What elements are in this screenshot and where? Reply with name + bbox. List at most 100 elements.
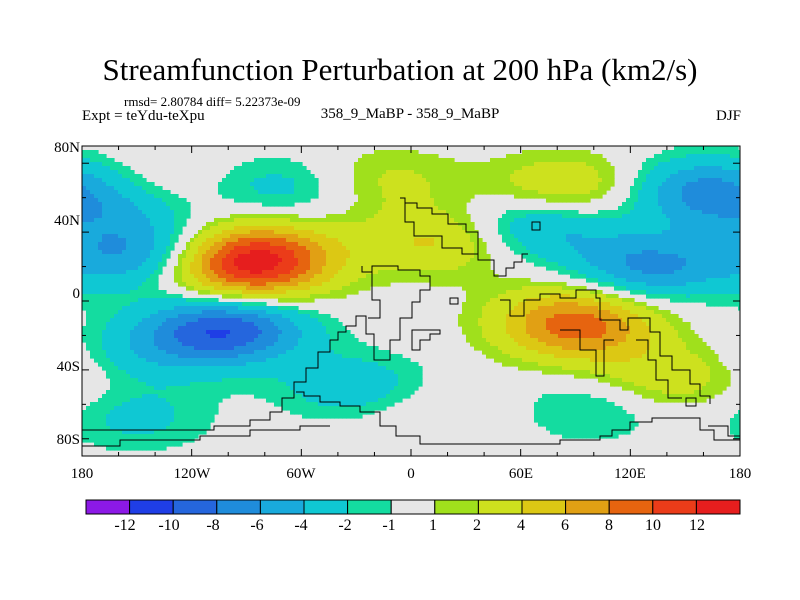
field-cell	[130, 346, 135, 351]
field-cell	[382, 246, 387, 251]
field-cell	[214, 290, 219, 295]
field-cell	[446, 258, 451, 263]
field-cell	[254, 234, 259, 239]
field-cell	[294, 198, 299, 203]
field-cell	[98, 434, 103, 439]
field-cell	[146, 338, 151, 343]
field-cell	[114, 210, 119, 215]
field-cell	[230, 314, 235, 319]
field-cell	[418, 238, 423, 243]
field-cell	[310, 346, 315, 351]
field-cell	[258, 390, 263, 395]
field-cell	[398, 178, 403, 183]
field-cell	[106, 294, 111, 299]
field-cell	[158, 426, 163, 431]
field-cell	[338, 370, 343, 375]
field-cell	[382, 194, 387, 199]
field-cell	[414, 278, 419, 283]
field-cell	[242, 178, 247, 183]
field-cell	[226, 290, 231, 295]
field-cell	[130, 194, 135, 199]
field-cell	[374, 250, 379, 255]
field-cell	[202, 398, 207, 403]
field-cell	[238, 338, 243, 343]
field-cell	[138, 262, 143, 267]
field-cell	[190, 398, 195, 403]
field-cell	[170, 246, 175, 251]
field-cell	[82, 266, 87, 271]
field-cell	[454, 170, 459, 175]
field-cell	[330, 386, 335, 391]
field-cell	[454, 218, 459, 223]
field-cell	[294, 378, 299, 383]
field-cell	[242, 330, 247, 335]
field-cell	[142, 314, 147, 319]
field-cell	[126, 406, 131, 411]
field-cell	[462, 178, 467, 183]
field-cell	[298, 362, 303, 367]
field-cell	[278, 350, 283, 355]
field-cell	[322, 282, 327, 287]
field-cell	[118, 434, 123, 439]
field-cell	[130, 302, 135, 307]
field-cell	[142, 278, 147, 283]
field-cell	[86, 210, 91, 215]
field-cell	[286, 318, 291, 323]
field-cell	[370, 190, 375, 195]
field-cell	[310, 414, 315, 419]
field-cell	[438, 194, 443, 199]
field-cell	[322, 390, 327, 395]
field-cell	[206, 262, 211, 267]
field-cell	[254, 354, 259, 359]
field-cell	[150, 430, 155, 435]
field-cell	[122, 194, 127, 199]
field-cell	[326, 358, 331, 363]
field-cell	[458, 234, 463, 239]
field-cell	[382, 262, 387, 267]
field-cell	[394, 202, 399, 207]
field-cell	[358, 210, 363, 215]
field-cell	[186, 366, 191, 371]
field-cell	[414, 382, 419, 387]
field-cell	[162, 322, 167, 327]
field-cell	[206, 242, 211, 247]
field-cell	[298, 406, 303, 411]
field-cell	[230, 342, 235, 347]
field-cell	[362, 378, 367, 383]
field-cell	[362, 218, 367, 223]
field-cell	[190, 350, 195, 355]
field-cell	[110, 334, 115, 339]
field-cell	[142, 326, 147, 331]
field-cell	[350, 350, 355, 355]
field-cell	[230, 222, 235, 227]
field-cell	[390, 386, 395, 391]
field-cell	[318, 402, 323, 407]
field-cell	[98, 342, 103, 347]
field-cell	[186, 242, 191, 247]
field-cell	[134, 222, 139, 227]
field-cell	[378, 362, 383, 367]
field-cell	[354, 202, 359, 207]
field-cell	[394, 162, 399, 167]
field-cell	[246, 286, 251, 291]
field-cell	[254, 178, 259, 183]
field-cell	[134, 294, 139, 299]
field-cell	[158, 394, 163, 399]
field-cell	[190, 318, 195, 323]
field-cell	[266, 318, 271, 323]
field-cell	[210, 354, 215, 359]
field-cell	[302, 322, 307, 327]
field-cell	[90, 186, 95, 191]
field-cell	[122, 166, 127, 171]
field-cell	[342, 358, 347, 363]
field-cell	[318, 266, 323, 271]
field-cell	[194, 386, 199, 391]
field-cell	[226, 322, 231, 327]
field-cell	[454, 190, 459, 195]
field-cell	[154, 390, 159, 395]
field-cell	[222, 302, 227, 307]
field-cell	[290, 178, 295, 183]
field-cell	[106, 406, 111, 411]
field-cell	[110, 322, 115, 327]
field-cell	[226, 310, 231, 315]
